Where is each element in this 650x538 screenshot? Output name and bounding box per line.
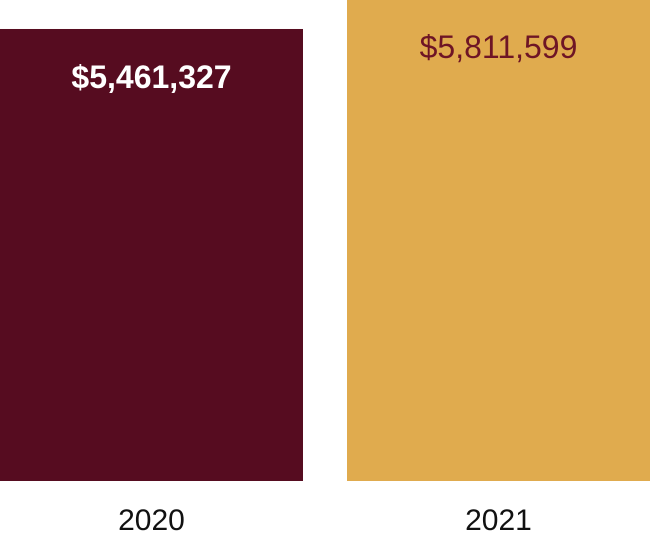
x-tick-label-2021: 2021 — [465, 504, 532, 537]
x-tick-labels-group: 2020 2021 — [118, 504, 532, 537]
bars-group — [0, 0, 650, 481]
bar-2021 — [347, 0, 650, 481]
value-labels-group: $5,461,327 $5,811,599 — [71, 29, 577, 95]
value-label-2021: $5,811,599 — [420, 29, 578, 65]
value-label-2020: $5,461,327 — [71, 59, 231, 95]
x-tick-label-2020: 2020 — [118, 504, 185, 537]
bar-2020 — [0, 28, 303, 481]
